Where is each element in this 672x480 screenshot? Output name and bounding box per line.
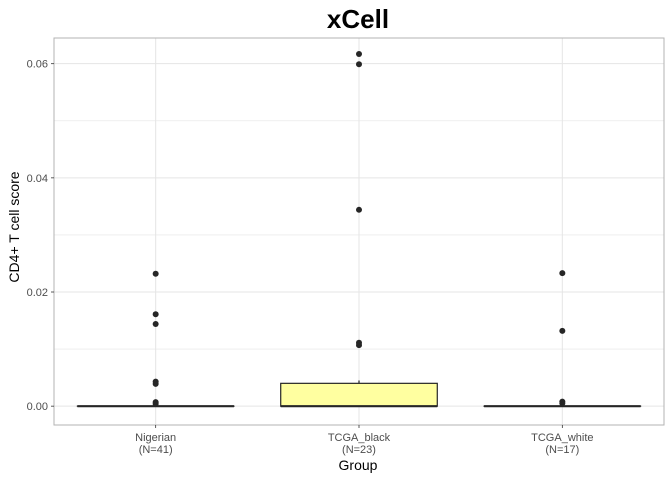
outlier-point (152, 311, 159, 318)
outlier-point (559, 270, 566, 277)
outlier-point (559, 400, 566, 407)
outlier-point (152, 270, 159, 277)
box-iqr (280, 382, 438, 407)
x-tick-label: TCGA_white (531, 432, 593, 444)
y-axis-label: CD4+ T cell score (6, 171, 22, 282)
x-tick-label: Nigerian (135, 432, 176, 444)
outlier-point (356, 342, 362, 349)
outlier-point (152, 380, 159, 387)
x-axis-ticks: Nigerian(N=41) TCGA_black(N=23) TCGA_white… (135, 425, 594, 456)
chart-title: xCell (327, 4, 389, 34)
outlier-point (152, 400, 159, 407)
outlier-point (356, 50, 362, 57)
box-TCGA_black (280, 380, 438, 408)
x-axis-label: Group (339, 457, 378, 473)
y-tick-label: 0.06 (27, 59, 48, 71)
y-tick-label: 0.02 (27, 287, 48, 299)
y-axis-ticks: 0.00 0.02 0.04 0.06 (27, 59, 54, 413)
x-tick-label: TCGA_black (328, 432, 391, 444)
outlier-point (356, 61, 362, 68)
outlier-point (152, 320, 159, 327)
x-tick-count-label: (N=23) (342, 444, 376, 456)
outlier-layer (152, 50, 566, 407)
y-tick-label: 0.00 (27, 401, 48, 413)
box-layer (76, 380, 642, 408)
outlier-point (559, 327, 566, 334)
y-tick-label: 0.04 (27, 173, 48, 185)
x-tick-count-label: (N=17) (545, 444, 579, 456)
x-tick-count-label: (N=41) (139, 444, 173, 456)
grid-layer (54, 38, 664, 425)
outlier-point (356, 206, 362, 213)
